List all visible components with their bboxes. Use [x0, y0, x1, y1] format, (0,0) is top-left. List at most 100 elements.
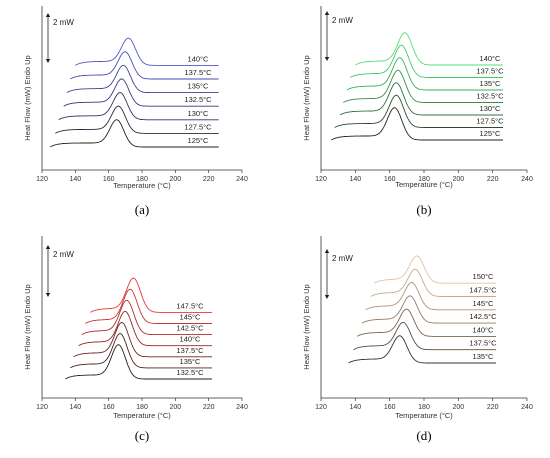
series-line	[356, 308, 497, 337]
series-line	[58, 92, 219, 121]
x-tick-label: 160	[103, 176, 115, 183]
x-tick-label: 240	[521, 176, 533, 183]
series-label: 137.5°C	[176, 346, 204, 355]
scale-bar-arrow-down-icon	[45, 59, 51, 63]
series-line	[331, 107, 503, 141]
series-line	[361, 295, 497, 324]
x-tick-label: 220	[203, 176, 215, 183]
series-label: 137.5°C	[184, 68, 212, 77]
x-tick-label: 160	[103, 404, 115, 411]
x-tick-label: 200	[452, 176, 464, 183]
series-line	[349, 44, 503, 78]
series-label: 140°C	[473, 325, 495, 334]
x-axis-label: Temperature (°C)	[113, 181, 171, 190]
x-tick-label: 160	[384, 176, 396, 183]
x-tick-label: 240	[236, 176, 248, 183]
panel-label: (b)	[416, 202, 431, 217]
x-tick-label: 120	[36, 404, 48, 411]
x-tick-label: 140	[69, 404, 81, 411]
x-tick-label: 120	[36, 176, 48, 183]
x-tick-label: 180	[136, 176, 148, 183]
panel-label: (c)	[135, 428, 149, 443]
chart-panel-c: 120 140 160 180 200 220 240 Temperature (°C) Hea…	[23, 236, 248, 443]
x-tick-label: 180	[418, 176, 430, 183]
series-line	[81, 299, 212, 336]
series-line	[370, 268, 497, 297]
series-label: 140°C	[188, 54, 210, 63]
series-label: 127.5°C	[476, 117, 504, 126]
scale-bar-label: 2 mW	[53, 18, 74, 27]
x-tick-label: 200	[169, 404, 181, 411]
scale-bar-arrow-down-icon	[45, 293, 51, 297]
series-line	[70, 51, 219, 80]
chart-panel-a: 120 140 160 180 200 220 240 Temperature (°C) Hea…	[23, 6, 248, 217]
y-axis-label: Heat Flow (mW) Endo Up	[23, 55, 32, 140]
series-line	[78, 310, 212, 347]
x-tick-label: 140	[69, 176, 81, 183]
series-line	[75, 37, 219, 66]
series-label: 142.5°C	[469, 312, 497, 321]
series-line	[373, 255, 497, 284]
series-label: 140°C	[480, 54, 502, 63]
series-label: 125°C	[480, 129, 502, 138]
x-tick-label: 180	[136, 404, 148, 411]
x-tick-label: 140	[349, 404, 361, 411]
series-line	[50, 119, 219, 148]
x-tick-label: 220	[203, 404, 215, 411]
x-tick-label: 200	[452, 404, 464, 411]
series-label: 132.5°C	[184, 95, 212, 104]
scale-bar-label: 2 mW	[332, 16, 353, 25]
y-axis-label: Heat Flow (mW) Endo Up	[23, 284, 32, 369]
x-tick-label: 120	[315, 176, 327, 183]
series-line	[65, 344, 212, 380]
series-line	[70, 333, 212, 369]
x-tick-label: 240	[236, 404, 248, 411]
series-label: 145°C	[180, 313, 202, 322]
series-label: 135°C	[473, 352, 495, 361]
x-tick-label: 140	[349, 176, 361, 183]
scale-bar-arrow-up-icon	[324, 249, 330, 253]
series-line	[339, 82, 503, 116]
series-line	[90, 277, 212, 313]
scale-bar-arrow-up-icon	[45, 245, 51, 249]
series-line	[353, 321, 497, 351]
chart-panel-b: 120 140 160 180 200 220 240 Temperature (°C) Hea…	[302, 6, 533, 217]
scale-bar-arrow-down-icon	[324, 295, 330, 299]
x-tick-label: 120	[315, 404, 327, 411]
panel-label: (d)	[416, 428, 431, 443]
series-label: 127.5°C	[184, 122, 212, 131]
series-label: 132.5°C	[476, 92, 504, 101]
chart-panel-d: 120 140 160 180 200 220 240 Temperature (°C) Hea…	[302, 236, 533, 443]
series-label: 130°C	[480, 104, 502, 113]
series-line	[365, 282, 497, 311]
x-axis-label: Temperature (°C)	[395, 180, 453, 189]
series-line	[334, 94, 503, 128]
scale-bar-label: 2 mW	[53, 250, 74, 259]
series-label: 125°C	[188, 136, 210, 145]
series-label: 135°C	[180, 357, 202, 366]
x-axis-label: Temperature (°C)	[395, 411, 453, 420]
series-label: 135°C	[480, 79, 502, 88]
scale-bar-arrow-up-icon	[45, 13, 51, 17]
series-line	[73, 322, 212, 358]
series-label: 145°C	[473, 299, 495, 308]
series-label: 135°C	[188, 82, 210, 91]
x-tick-label: 180	[418, 404, 430, 411]
x-tick-label: 240	[521, 404, 533, 411]
series-label: 137.5°C	[476, 67, 504, 76]
x-tick-label: 200	[169, 176, 181, 183]
series-line	[355, 32, 503, 66]
series-label: 150°C	[473, 272, 495, 281]
x-tick-label: 160	[384, 404, 396, 411]
series-line	[346, 57, 503, 91]
scale-bar-arrow-down-icon	[324, 57, 330, 61]
series-label: 132.5°C	[176, 368, 204, 377]
series-line	[63, 78, 219, 107]
panel-label: (a)	[135, 202, 149, 217]
series-line	[343, 69, 503, 103]
series-label: 142.5°C	[176, 324, 204, 333]
series-line	[348, 335, 497, 364]
scale-bar-label: 2 mW	[332, 254, 353, 263]
series-line	[66, 64, 219, 94]
